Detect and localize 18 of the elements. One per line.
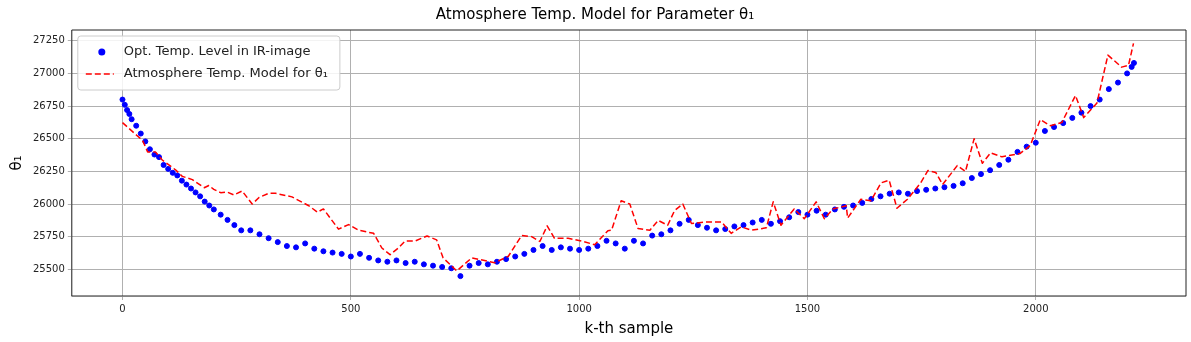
y-tick-label: 26500 — [33, 132, 65, 144]
x-tick-label: 1000 — [566, 302, 592, 314]
y-tick-label: 26250 — [33, 165, 65, 177]
legend-label: Opt. Temp. Level in IR-image — [123, 43, 311, 59]
x-tick-label: 0 — [119, 302, 126, 314]
x-tick-label: 1500 — [794, 302, 821, 314]
y-tick-label: 26000 — [33, 197, 65, 209]
legend-label: Atmosphere Temp. Model for θ₁ — [123, 65, 328, 81]
x-tick-label: 500 — [341, 302, 361, 314]
x-tick-label: 2000 — [1023, 302, 1049, 314]
y-axis-title: θ₁ — [6, 155, 25, 171]
y-tick-label: 25750 — [33, 230, 65, 242]
y-tick-label: 27250 — [33, 34, 65, 46]
y-tick-label: 27000 — [33, 67, 65, 79]
chart-title: Atmosphere Temp. Model for Parameter θ₁ — [435, 4, 755, 23]
y-tick-label: 25500 — [33, 263, 65, 275]
x-axis-title: k-th sample — [584, 318, 674, 337]
y-tick-label: 26750 — [33, 99, 65, 111]
